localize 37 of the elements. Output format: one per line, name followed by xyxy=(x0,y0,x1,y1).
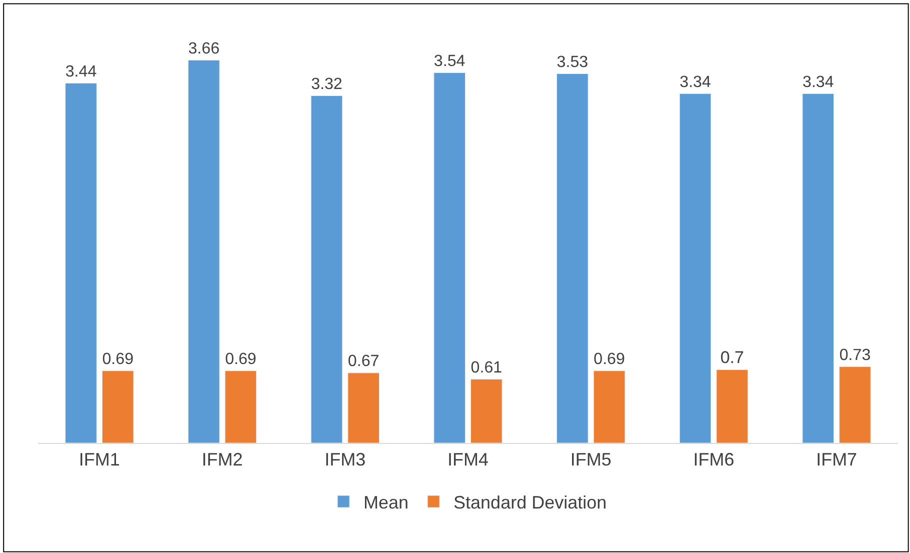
legend-label: Standard Deviation xyxy=(454,492,607,513)
data-label: 3.53 xyxy=(556,52,588,71)
bar xyxy=(310,95,343,443)
bar xyxy=(470,378,502,443)
bar xyxy=(102,370,134,443)
bar xyxy=(679,93,712,443)
bar xyxy=(716,370,748,443)
data-label: 3.34 xyxy=(680,72,711,91)
bar xyxy=(224,370,257,443)
data-label: 0.73 xyxy=(839,346,871,364)
data-label: 3.66 xyxy=(188,39,220,58)
bar xyxy=(839,366,871,443)
x-tick-label: IFM5 xyxy=(570,450,612,470)
data-label: 3.34 xyxy=(802,72,834,91)
bar xyxy=(348,372,380,443)
x-tick-label: IFM7 xyxy=(816,450,858,470)
bar xyxy=(434,72,466,443)
data-label: 3.54 xyxy=(434,52,466,70)
x-tick-label: IFM1 xyxy=(78,450,120,470)
data-label: 0.7 xyxy=(720,348,744,367)
data-label: 0.61 xyxy=(470,358,502,376)
data-label: 0.69 xyxy=(594,350,625,368)
x-tick-label: IFM4 xyxy=(447,450,489,470)
bar xyxy=(188,60,220,443)
x-tick-label: IFM2 xyxy=(202,450,243,470)
data-label: 0.69 xyxy=(225,350,256,368)
legend-label: Mean xyxy=(364,492,409,513)
x-tick-label: IFM3 xyxy=(324,450,366,470)
bar xyxy=(593,370,626,443)
data-label: 3.32 xyxy=(311,74,342,93)
data-label: 0.69 xyxy=(102,350,134,368)
bar xyxy=(802,93,834,443)
bar xyxy=(65,82,97,443)
x-tick-label: IFM6 xyxy=(693,450,734,470)
bar xyxy=(556,74,588,443)
data-label: 3.44 xyxy=(65,62,97,80)
data-label: 0.67 xyxy=(348,352,380,370)
